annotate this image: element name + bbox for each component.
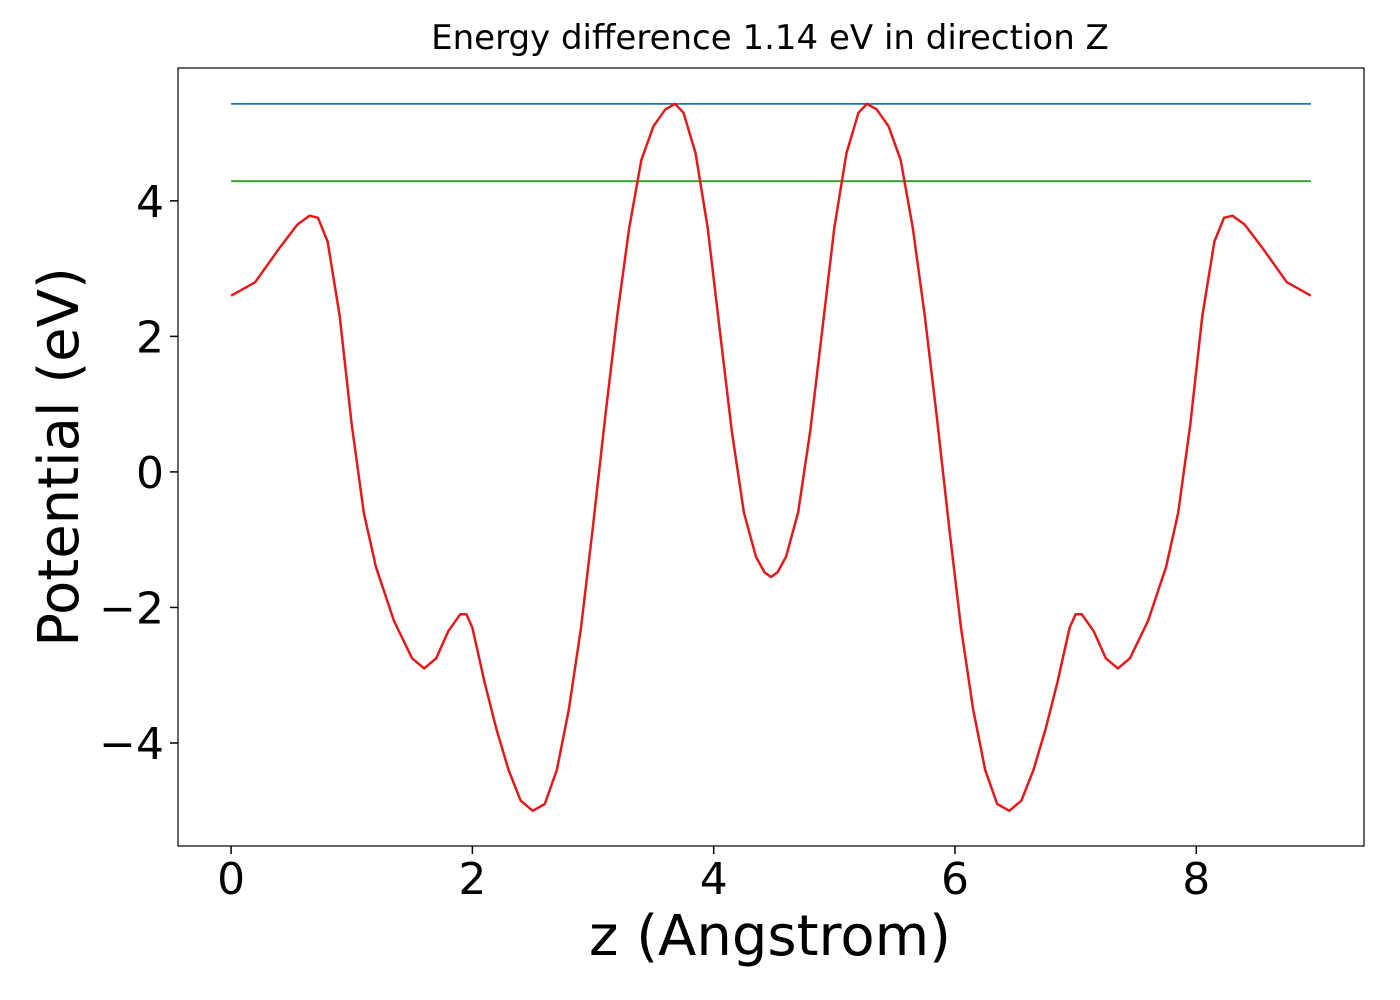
x-tick-label: 0: [217, 854, 245, 905]
y-tick-label: 4: [136, 177, 164, 228]
x-tick-label: 4: [700, 854, 728, 905]
x-tick-label: 8: [1182, 854, 1210, 905]
x-axis-label: z (Angstrom): [589, 904, 951, 969]
y-axis-label: Potential (eV): [27, 267, 92, 647]
plot-frame: [177, 67, 1365, 847]
chart-title: Energy difference 1.14 eV in direction Z: [431, 18, 1109, 58]
x-tick-label: 6: [941, 854, 969, 905]
line-series: [230, 102, 1312, 813]
y-tick-label: 2: [136, 312, 164, 363]
y-tick-label: −2: [99, 583, 164, 634]
y-tick-label: −4: [99, 719, 164, 770]
y-tick-label: 0: [136, 448, 164, 499]
x-tick-label: 2: [458, 854, 486, 905]
